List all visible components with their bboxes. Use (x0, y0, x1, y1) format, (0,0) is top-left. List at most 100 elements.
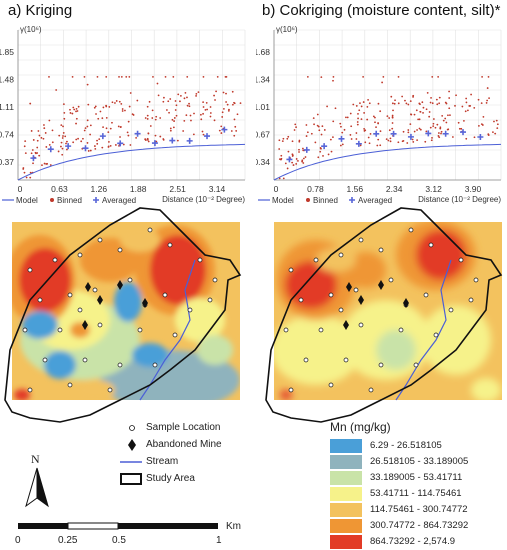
binned-point (305, 124, 308, 126)
binned-point (159, 135, 162, 138)
binned-point (415, 109, 418, 112)
binned-point (163, 96, 165, 99)
binned-point (313, 123, 315, 126)
binned-point (177, 93, 180, 96)
averaged-point (390, 130, 397, 137)
binned-point (440, 130, 443, 133)
binned-point (204, 108, 207, 111)
binned-point (436, 103, 439, 106)
binned-point (102, 106, 105, 109)
x-tick-label: 0 (18, 184, 23, 194)
binned-point (441, 114, 444, 117)
averaged-point (321, 143, 328, 150)
binned-point (121, 108, 124, 110)
binned-point (465, 97, 468, 100)
binned-point (366, 118, 369, 121)
y-tick-label: 1.68 (256, 47, 270, 57)
binned-point (173, 117, 176, 119)
binned-point (36, 146, 39, 149)
binned-point (75, 138, 78, 141)
binned-point (282, 137, 285, 140)
binned-point (381, 81, 384, 84)
binned-point (75, 117, 78, 120)
binned-point (188, 102, 190, 105)
binned-point (105, 116, 108, 119)
binned-point (480, 123, 483, 126)
averaged-point (221, 126, 228, 133)
binned-point (221, 116, 224, 118)
binned-point (495, 119, 498, 122)
binned-point (355, 132, 358, 134)
binned-point (223, 107, 225, 110)
binned-point (58, 134, 61, 137)
averaged-point (186, 137, 193, 144)
binned-point (89, 124, 92, 127)
binned-point (493, 120, 495, 123)
legend-averaged-label: Averaged (358, 196, 392, 205)
averaged-point (442, 130, 449, 137)
binned-point (154, 118, 157, 121)
study-area-outline-b (265, 207, 503, 423)
binned-point (341, 131, 344, 134)
binned-point (201, 130, 204, 133)
binned-point (362, 101, 365, 103)
binned-point (167, 100, 170, 103)
stream-icon (120, 461, 142, 463)
binned-point (171, 118, 174, 121)
binned-point (431, 75, 434, 78)
binned-point (233, 102, 236, 105)
binned-point (432, 118, 435, 120)
binned-point (30, 130, 33, 132)
y-tick-label: 0.74 (0, 130, 14, 140)
semivariogram-legend: Model Binned Averaged (2, 196, 136, 205)
binned-point (41, 164, 43, 167)
binned-point (169, 127, 172, 130)
binned-point (302, 162, 305, 164)
averaged-point (303, 146, 310, 153)
binned-point (350, 138, 353, 140)
binned-point (77, 105, 80, 108)
binned-point (188, 105, 191, 108)
averaged-point (134, 130, 141, 137)
scale-tick-0: 0 (15, 535, 21, 546)
semivariogram-b: γ(10⁶) 1.68 1.34 1.01 0.67 0.34 0 0.78 1.56 2.34 3… (253, 20, 506, 210)
binned-point (162, 138, 165, 140)
binned-point (118, 75, 120, 78)
averaged-point (373, 130, 380, 137)
binned-point (286, 137, 289, 140)
binned-point (89, 149, 92, 152)
binned-point (295, 163, 298, 165)
x-tick-label: 0.78 (307, 184, 324, 194)
binned-point (128, 105, 131, 108)
semivariogram-a-plot: γ(10⁶) 1.85 1.48 1.11 0.74 0.37 0 0.63 1.26 1.88 2… (0, 25, 246, 205)
binned-point (465, 101, 468, 104)
binned-point (291, 161, 294, 164)
binned-point (86, 125, 89, 128)
binned-point (429, 126, 432, 129)
plot-grid (17, 29, 246, 181)
binned-point (205, 101, 208, 104)
binned-point (146, 105, 149, 108)
binned-point (65, 142, 67, 145)
binned-point (179, 94, 182, 97)
binned-point (147, 140, 150, 143)
binned-point (320, 133, 323, 136)
binned-point (444, 117, 447, 120)
binned-point (193, 112, 195, 115)
binned-point (457, 121, 460, 124)
binned-point (350, 125, 353, 128)
binned-point (430, 139, 433, 142)
binned-point (473, 106, 476, 109)
binned-point (280, 154, 283, 157)
mn-class-label: 864.73292 - 2,574.9 (370, 536, 456, 547)
binned-point (111, 121, 113, 124)
binned-point (239, 102, 242, 105)
binned-point (389, 137, 392, 140)
binned-point (278, 148, 281, 150)
binned-point (376, 144, 379, 147)
binned-point (368, 102, 371, 105)
panel-a-title: a) Kriging (8, 2, 73, 19)
binned-point (346, 116, 349, 119)
binned-point (306, 75, 309, 78)
binned-point (372, 115, 375, 118)
